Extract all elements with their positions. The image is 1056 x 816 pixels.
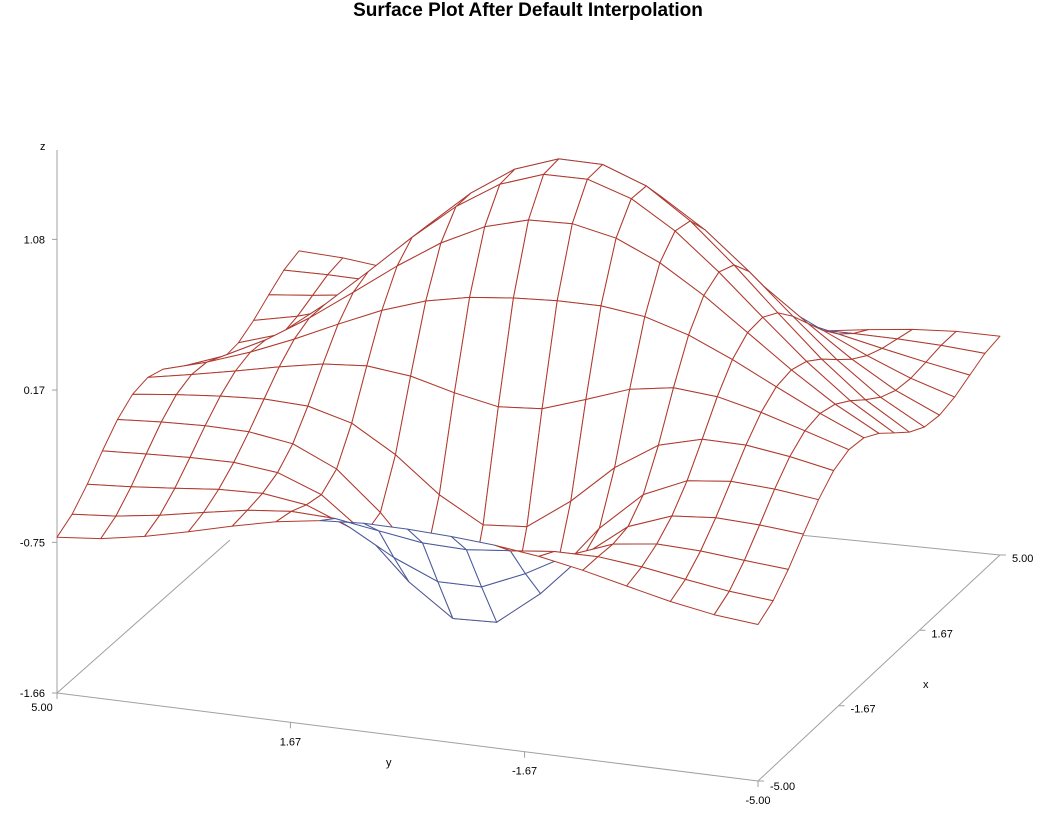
chart-title: Surface Plot After Default Interpolation <box>353 0 703 21</box>
axes-frame <box>56 150 1001 782</box>
y-tick-label: -1.67 <box>512 766 537 778</box>
y-tick-label: 1.67 <box>280 736 301 748</box>
z-tick-label: 1.08 <box>24 234 45 246</box>
x-tick-label: -1.67 <box>851 704 876 716</box>
z-tick-label: -1.66 <box>20 688 45 700</box>
y-tick-label: -5.00 <box>745 795 770 807</box>
y-tick-label: 5.00 <box>31 702 52 714</box>
axis-ticks: -1.66 -0.75 0.17 1.08 5.00 1.67 -1.67 -5.00-5.0… <box>20 234 1034 807</box>
z-axis-label: z <box>40 141 46 153</box>
z-tick-label: -0.75 <box>20 537 45 549</box>
x-tick-label: -5.00 <box>770 781 795 793</box>
x-tick-label: 5.00 <box>1012 553 1033 565</box>
surface-mesh <box>56 158 1001 625</box>
x-axis-label: x <box>923 679 929 691</box>
z-tick-label: 0.17 <box>24 385 45 397</box>
y-axis-label: y <box>386 757 392 769</box>
y-axis-line <box>56 692 759 782</box>
back-left-edge <box>56 539 231 694</box>
x-tick-label: 1.67 <box>931 628 952 640</box>
x-axis-line <box>757 554 1001 782</box>
surface-cell <box>713 590 774 625</box>
